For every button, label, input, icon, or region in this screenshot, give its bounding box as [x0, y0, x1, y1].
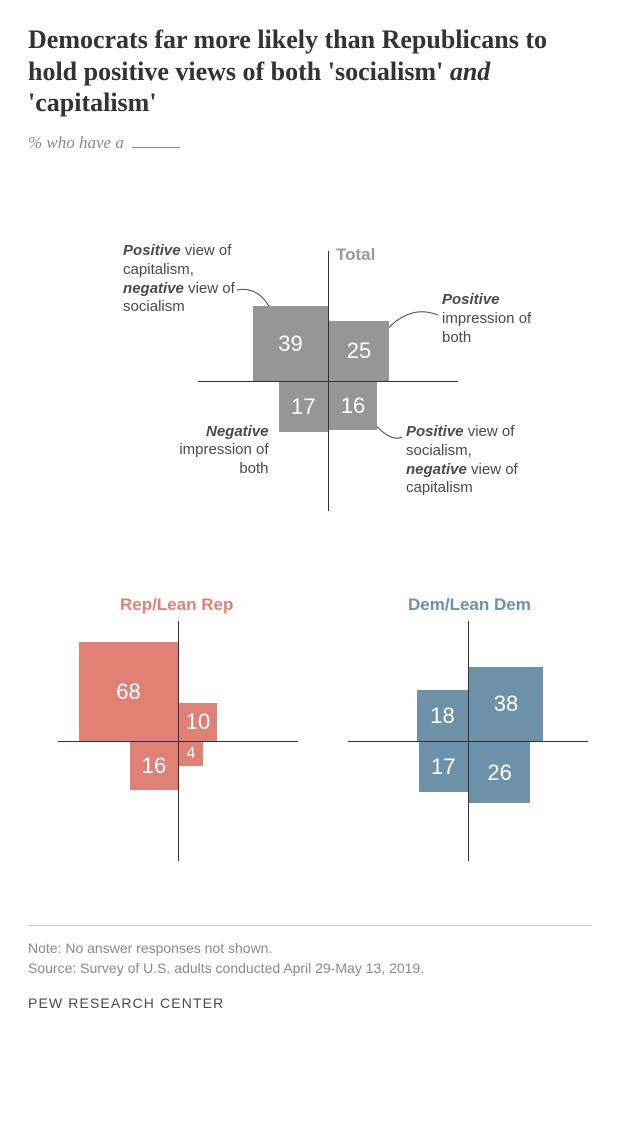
footnotes: Note: No answer responses not shown. Sou… — [28, 925, 592, 979]
dem-axis-vertical — [468, 621, 469, 861]
subtitle-blank-line — [132, 147, 180, 148]
charts-area: Total Positive view of capitalism, negat… — [28, 181, 592, 921]
source-text: Source: Survey of U.S. adults conducted … — [28, 958, 592, 978]
quadrant-label-q1: Positive impression of both — [442, 291, 562, 347]
dem-q4-value: 26 — [487, 760, 511, 786]
dem-q3-value: 17 — [431, 754, 455, 780]
q2-word-positive: Positive — [123, 242, 181, 259]
total-q1-value: 25 — [347, 338, 371, 364]
chart-subtitle: % who have a — [28, 133, 592, 153]
total-q4-bar: 16 — [329, 382, 377, 430]
rep-q4-value: 4 — [187, 745, 196, 763]
q3-text: impression of both — [179, 441, 268, 477]
rep-q1-bar: 10 — [179, 703, 217, 741]
page-root: Democrats far more likely than Republica… — [0, 0, 620, 1035]
dem-q1-value: 38 — [494, 691, 518, 717]
q4-word-negative: negative — [406, 461, 467, 478]
title-text-post: 'capitalism' — [28, 88, 157, 117]
total-q3-value: 17 — [291, 394, 315, 420]
chart-title: Democrats far more likely than Republica… — [28, 24, 592, 119]
dem-q3-bar: 17 — [419, 742, 468, 791]
total-axis-vertical — [328, 251, 329, 511]
dem-q4-bar: 26 — [469, 742, 530, 803]
quadrant-label-q3: Negative impression of both — [159, 423, 269, 479]
dem-q2-bar: 18 — [417, 690, 468, 741]
q4-word-positive: Positive — [406, 423, 464, 440]
q3-word-negative: Negative — [206, 423, 269, 440]
rep-q3-value: 16 — [142, 753, 166, 779]
dem-q1-bar: 38 — [469, 667, 543, 741]
rep-axis-vertical — [178, 621, 179, 861]
title-and-italic: and — [450, 57, 490, 86]
q1-word-positive: Positive — [442, 291, 500, 308]
group-title-total: Total — [336, 245, 375, 265]
total-q3-bar: 17 — [279, 382, 328, 431]
leader-line-q1 — [380, 301, 442, 339]
rep-q1-value: 10 — [186, 709, 210, 735]
subtitle-text: % who have a — [28, 133, 128, 152]
note-text: Note: No answer responses not shown. — [28, 938, 592, 958]
brand-text: PEW RESEARCH CENTER — [28, 995, 592, 1011]
rep-q3-bar: 16 — [130, 742, 178, 790]
total-q2-bar: 39 — [253, 306, 328, 381]
total-q4-value: 16 — [341, 393, 365, 419]
quadrant-label-q4: Positive view of socialism, negative vie… — [406, 423, 566, 498]
group-title-rep: Rep/Lean Rep — [120, 595, 233, 615]
q2-word-negative: negative — [123, 280, 184, 297]
group-title-dem: Dem/Lean Dem — [408, 595, 531, 615]
rep-q2-bar: 68 — [79, 642, 178, 741]
rep-q2-value: 68 — [116, 679, 140, 705]
rep-q4-bar: 4 — [179, 742, 203, 766]
total-q1-bar: 25 — [329, 321, 389, 381]
total-q2-value: 39 — [278, 331, 302, 357]
q1-text: impression of both — [442, 310, 531, 346]
dem-q2-value: 18 — [430, 703, 454, 729]
